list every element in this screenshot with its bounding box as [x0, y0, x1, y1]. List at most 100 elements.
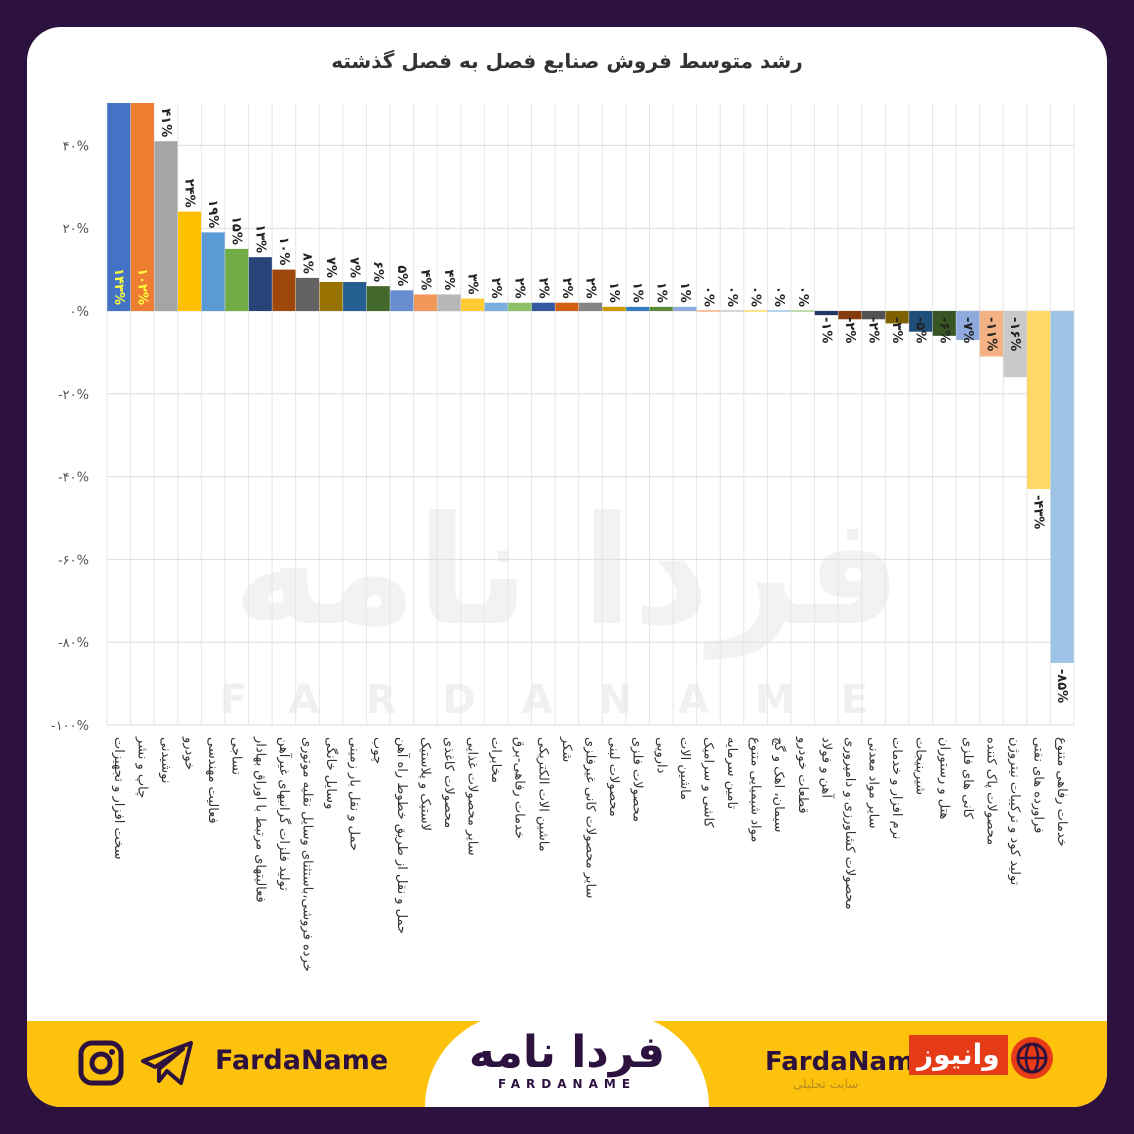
category-label: آهن و فولاد — [818, 737, 835, 799]
category-label: محصولات فلزی — [630, 737, 645, 822]
footer-bar: FardaName فردا نامه FARDANAME FardaName … — [27, 1013, 1107, 1107]
chart-card: فردا نامه FARDANAME ۴۰% ۲۰% ۰% -۲۰% -۴۰% -۶۰%… — [27, 27, 1107, 1107]
data-label: ۰% — [724, 286, 739, 307]
y-tick-label: -۴۰% — [58, 471, 89, 486]
category-label: تامین سرمایه — [724, 737, 739, 809]
category-label: سیمان، اهک و گچ — [771, 737, 787, 832]
bar — [838, 311, 862, 320]
data-label: ۸% — [299, 253, 314, 274]
category-label: حمل و نقل از طریق خطوط راه آهن — [394, 737, 411, 934]
data-label: ۰% — [748, 286, 763, 307]
partner-subtitle: سایت تحلیلی — [793, 1077, 859, 1091]
data-label: ۱۰۲% — [134, 268, 149, 305]
category-label: نساجی — [229, 737, 244, 775]
category-label: خدمات رفاهی-برق — [512, 737, 527, 839]
data-label: ۴% — [417, 269, 432, 290]
category-label: چوب — [370, 737, 385, 764]
bar — [366, 286, 390, 311]
bar — [484, 302, 508, 311]
footer-logo: فردا نامه FARDANAME — [425, 1013, 709, 1107]
partner-logo: وانیوز — [909, 1035, 1008, 1075]
data-label: ۷% — [323, 257, 338, 278]
category-label: کاشی و سرامیک — [700, 737, 715, 828]
bar — [390, 290, 414, 311]
data-label: ۴۱% — [158, 108, 173, 137]
social-handle[interactable]: FardaName — [215, 1045, 389, 1076]
data-labels: ۱۴۳% ۱۰۲% ۴۱% ۲۴% ۱۹% ۱۵% ۱۳% ۱۰% ۸% ۷% ۷% ۶% ۵% ۴% ۴%… — [111, 108, 1069, 703]
globe-icon — [1011, 1037, 1053, 1079]
data-label: -۱% — [818, 317, 833, 343]
data-label: ۲% — [512, 278, 527, 299]
data-label: ۱% — [630, 282, 645, 303]
category-label: محصولات پاک کننده — [983, 737, 998, 845]
y-tick-label: -۲۰% — [58, 388, 89, 403]
data-label: ۰% — [771, 286, 786, 307]
bar — [1003, 311, 1027, 378]
bar — [791, 310, 815, 312]
y-axis-ticks: ۴۰% ۲۰% ۰% -۲۰% -۴۰% -۶۰% -۸۰% -۱۰۰% — [51, 139, 89, 734]
bar — [319, 282, 343, 311]
footer-logo-latin: FARDANAME — [497, 1077, 637, 1091]
data-label: -۲% — [866, 317, 881, 343]
bar — [461, 298, 485, 311]
category-label: نرم افزار و خدمات — [889, 737, 904, 839]
bar — [1027, 311, 1051, 490]
bar — [932, 311, 956, 336]
telegram-icon[interactable] — [139, 1039, 195, 1087]
bar — [107, 103, 131, 311]
bar — [626, 306, 650, 311]
bar — [130, 103, 154, 311]
footer-logo-text: فردا نامه — [468, 1027, 666, 1078]
bar — [956, 311, 980, 340]
bar — [555, 302, 579, 311]
grid-lines — [106, 103, 1075, 726]
bar — [909, 311, 933, 332]
data-label: -۵% — [913, 317, 928, 343]
y-tick-label: ۲۰% — [63, 222, 89, 237]
bar — [177, 211, 202, 311]
data-label: ۲۴% — [182, 179, 197, 208]
data-label: -۸۵% — [1054, 669, 1069, 703]
category-label: فعالیتهای مرتبط با اوراق بهادار — [252, 736, 267, 903]
data-label: -۷% — [960, 317, 975, 343]
category-label: ماشین الات — [677, 737, 692, 800]
category-labels: سخت افزار و تجهیزات چاپ و نشر نوشیدنی خودرو… — [111, 736, 1069, 972]
bar — [1050, 311, 1074, 663]
data-label: ۱۳% — [252, 224, 267, 253]
bar — [578, 302, 603, 311]
bar — [744, 310, 768, 312]
category-label: چاپ و نشر — [134, 736, 149, 798]
data-label: ۳% — [465, 274, 480, 295]
category-label: سایر محصولات غذایی — [465, 737, 480, 856]
instagram-icon[interactable] — [77, 1039, 125, 1087]
bar — [154, 141, 178, 311]
category-label: تولید فلزات گرانبهای غیرآهن — [276, 737, 293, 891]
data-label: ۲% — [559, 278, 574, 299]
category-label: مواد شیمیایی متنوع — [748, 737, 763, 842]
bar — [602, 306, 626, 311]
data-label: ۱۴۳% — [111, 268, 126, 305]
category-label: تولید کود و ترکیبات نیتروژن — [1007, 737, 1022, 886]
category-label: فعالیت مهندسی — [205, 737, 220, 824]
bar — [531, 302, 555, 311]
category-label: خودرو — [182, 736, 197, 770]
category-label: مخابرات — [488, 737, 503, 783]
category-label: شکر — [559, 736, 574, 762]
bar — [225, 248, 249, 311]
bar — [508, 302, 532, 311]
data-label: ۴% — [441, 269, 456, 290]
data-label: ۵% — [394, 265, 409, 286]
data-label: -۳% — [889, 317, 904, 343]
data-label: ۲% — [583, 278, 598, 299]
category-label: محصولات لبنی — [606, 737, 621, 817]
category-label: لاستیک و پلاستیک — [417, 737, 432, 831]
category-label: ماشین الات الکتریکی — [535, 737, 550, 852]
category-label: شیرینیجات — [913, 737, 928, 795]
category-label: کانی های فلزی — [960, 737, 975, 820]
bar — [437, 294, 461, 311]
category-label: هتل و رستوران — [936, 737, 951, 820]
category-label: محصولات کشاورزی و دامپروری — [842, 737, 857, 910]
bar — [767, 310, 791, 312]
category-label: فراورده های نفتی — [1031, 737, 1046, 833]
category-label: قطعات خودرو — [795, 736, 810, 814]
